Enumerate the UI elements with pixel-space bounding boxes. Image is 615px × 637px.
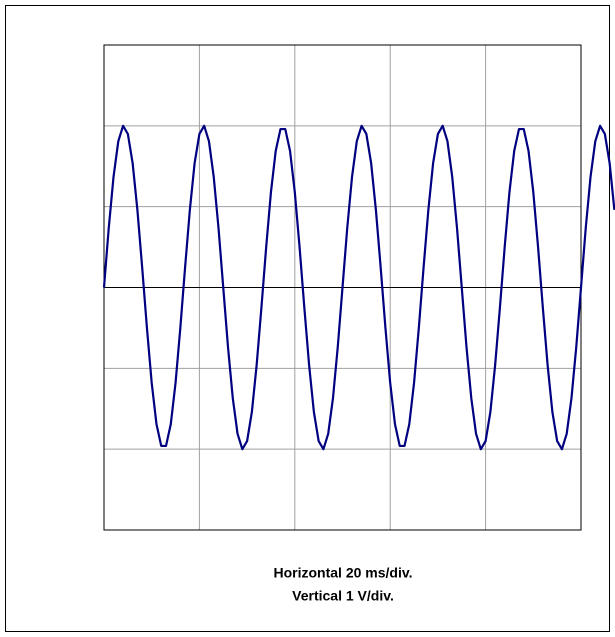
signal-line: [102, 124, 615, 451]
x-axis-label: Horizontal 20 ms/div.: [274, 565, 413, 581]
chart-border: [5, 5, 610, 632]
y-axis-label: Vertical 1 V/div.: [292, 588, 394, 604]
